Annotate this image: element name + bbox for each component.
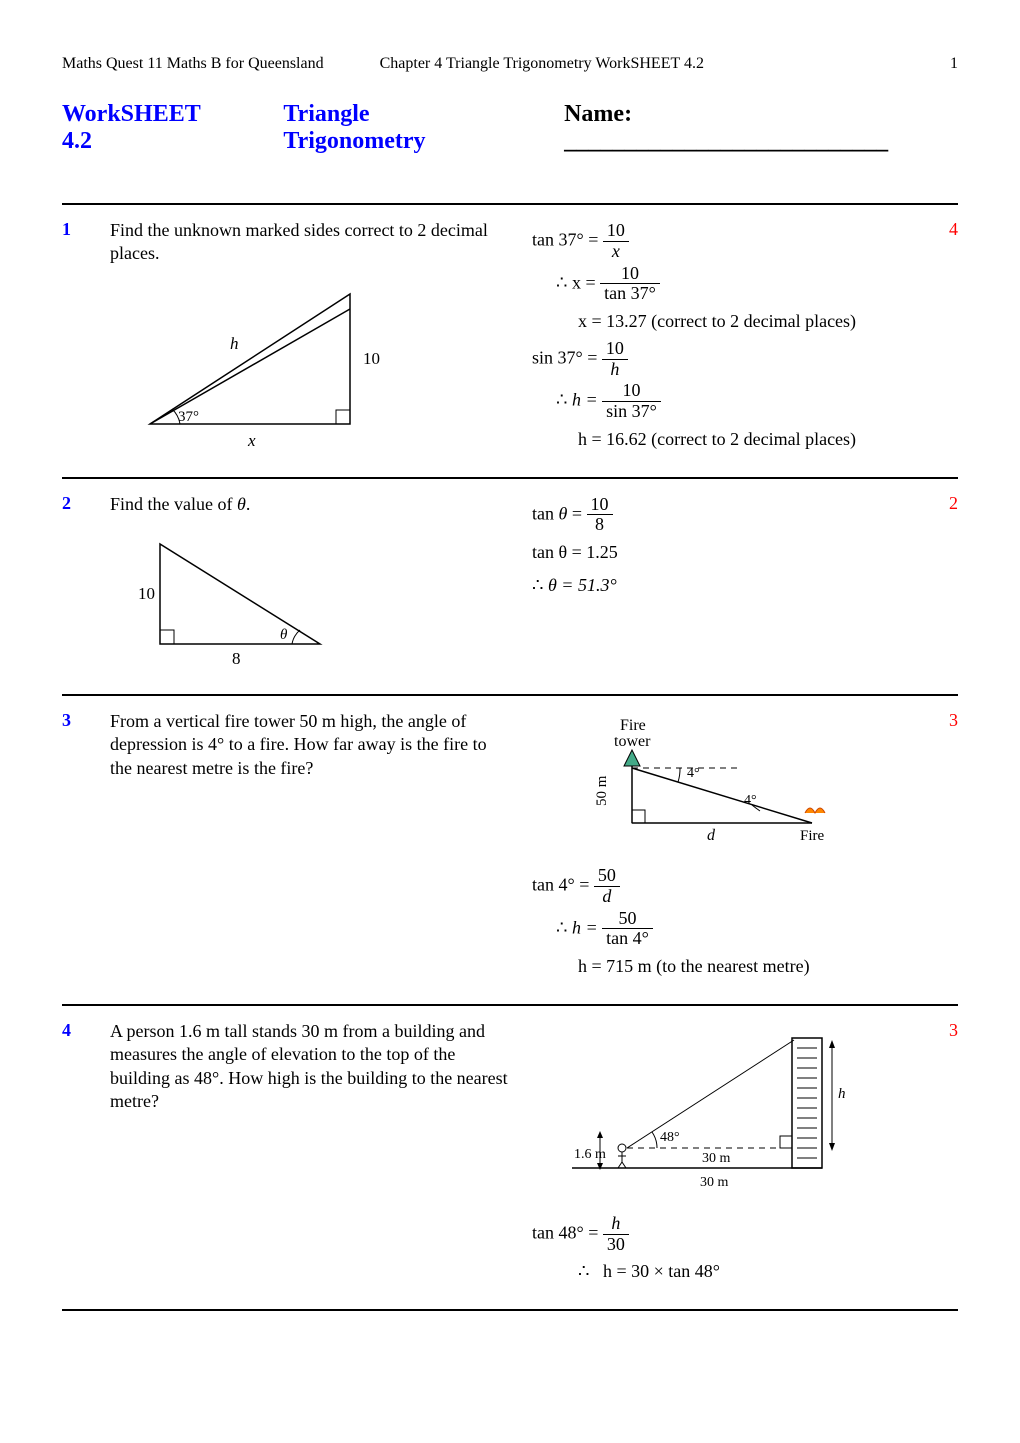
svg-text:48°: 48°	[660, 1130, 680, 1145]
problem-1: 1 Find the unknown marked sides correct …	[62, 203, 958, 479]
problem-question: Find the value of θ. θ 10 8	[110, 493, 510, 674]
svg-text:θ: θ	[280, 627, 288, 643]
svg-text:30 m: 30 m	[700, 1175, 729, 1190]
problem-4: 4 A person 1.6 m tall stands 30 m from a…	[62, 1004, 958, 1311]
name-label: Name:	[564, 101, 632, 127]
svg-text:h: h	[838, 1086, 846, 1102]
svg-text:h: h	[230, 334, 239, 353]
svg-text:1.6 m: 1.6 m	[574, 1147, 606, 1162]
problem-2: 2 Find the value of θ. θ 10 8 tan θ = 10…	[62, 477, 958, 696]
svg-text:d: d	[707, 827, 716, 844]
triangle-diagram: θ 10 8	[110, 524, 510, 674]
svg-text:x: x	[247, 431, 256, 450]
header-center: Chapter 4 Triangle Trigonometry WorkSHEE…	[380, 55, 704, 73]
problem-question: A person 1.6 m tall stands 30 m from a b…	[110, 1020, 510, 1289]
problem-marks: 4	[928, 219, 958, 457]
problem-marks: 3	[928, 1020, 958, 1289]
triangle-diagram: 37° 10 x h	[110, 274, 510, 454]
problem-question: Find the unknown marked sides correct to…	[110, 219, 510, 457]
svg-text:8: 8	[232, 649, 241, 668]
page-header: Maths Quest 11 Maths B for Queensland Ch…	[62, 55, 958, 73]
problem-solution: 48° 1.6 m 30 m 30 m h tan 48° = h30 ∴ h …	[522, 1020, 916, 1289]
svg-text:4°: 4°	[744, 793, 757, 808]
problem-solution: tan 37° = 10x ∴ x = 10tan 37° x = 13.27 …	[522, 219, 916, 457]
fire-tower-diagram: Fire tower 4° 4° 50 m d Fire	[532, 718, 916, 848]
problem-number: 2	[62, 493, 98, 674]
worksheet-topic: Triangle Trigonometry	[283, 101, 516, 155]
svg-text:50 m: 50 m	[594, 775, 610, 806]
svg-text:10: 10	[363, 349, 380, 368]
worksheet-code: WorkSHEET 4.2	[62, 101, 235, 155]
page-number: 1	[950, 55, 958, 73]
svg-text:Fire: Fire	[800, 828, 825, 844]
problem-number: 3	[62, 710, 98, 984]
svg-text:30 m: 30 m	[702, 1151, 731, 1166]
problem-solution: Fire tower 4° 4° 50 m d Fire tan 4° = 50…	[522, 710, 916, 984]
name-blank-line: ___________________________	[564, 128, 888, 154]
problem-solution: tan θ = 108 tan θ = 1.25 ∴ θ = 51.3°	[522, 493, 916, 674]
problem-3: 3 From a vertical fire tower 50 m high, …	[62, 694, 958, 1006]
problem-marks: 2	[928, 493, 958, 674]
svg-text:37°: 37°	[178, 409, 199, 425]
title-row: WorkSHEET 4.2 Triangle Trigonometry Name…	[62, 101, 958, 155]
svg-text:Fire: Fire	[620, 718, 646, 734]
svg-text:4°: 4°	[687, 766, 700, 781]
header-left: Maths Quest 11 Maths B for Queensland	[62, 55, 324, 73]
problem-number: 4	[62, 1020, 98, 1289]
problem-question: From a vertical fire tower 50 m high, th…	[110, 710, 510, 984]
problem-number: 1	[62, 219, 98, 457]
svg-text:10: 10	[138, 584, 155, 603]
building-diagram: 48° 1.6 m 30 m 30 m h	[532, 1028, 916, 1198]
svg-text:tower: tower	[614, 733, 651, 750]
problem-marks: 3	[928, 710, 958, 984]
